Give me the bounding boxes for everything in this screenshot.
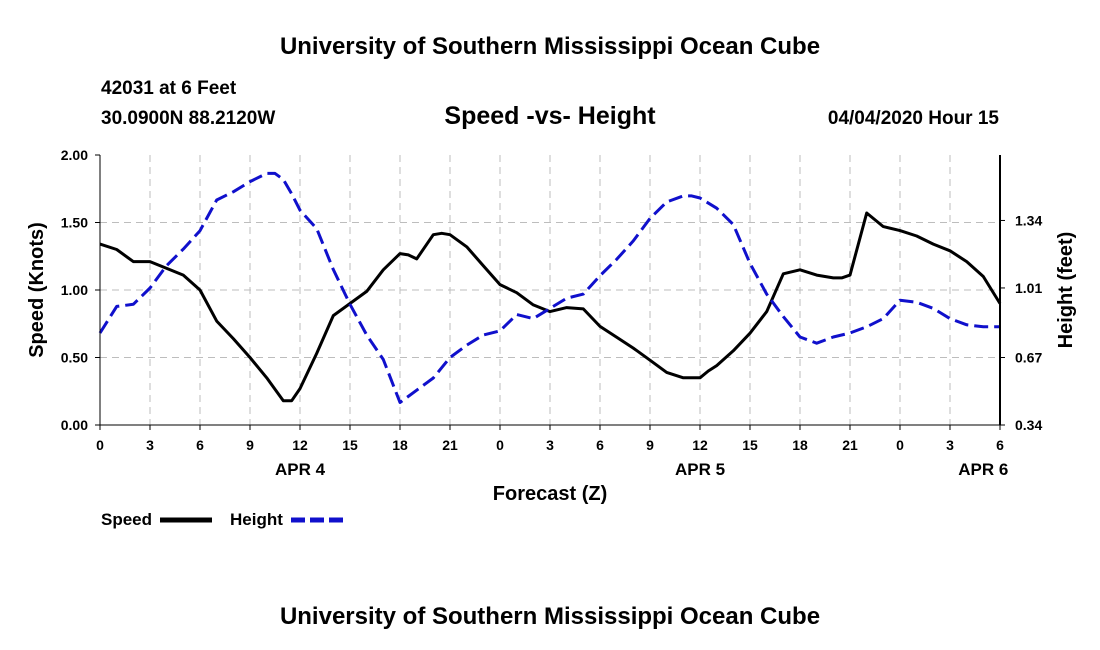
x-tick-label: 3 (546, 437, 554, 453)
y-tick-label-right: 1.34 (1015, 212, 1042, 228)
x-tick-label: 0 (496, 437, 504, 453)
y-tick-label-left: 0.00 (61, 417, 88, 433)
y-tick-label-left: 1.50 (61, 215, 88, 231)
series-lines (98, 171, 1002, 404)
y-axis-title-right: Height (feet) (1055, 232, 1077, 349)
x-tick-label: 3 (946, 437, 954, 453)
y-tick-label-right: 0.34 (1015, 417, 1042, 433)
legend-label-height: Height (230, 510, 283, 529)
coordinates-label: 30.0900N 88.2120W (101, 108, 275, 129)
x-tick-label: 18 (392, 437, 408, 453)
x-tick-label: 6 (196, 437, 204, 453)
x-tick-label: 21 (442, 437, 458, 453)
x-tick-label: 6 (596, 437, 604, 453)
date-label: 04/04/2020 Hour 15 (828, 108, 1000, 129)
y-axis-title-left: Speed (Knots) (26, 222, 48, 358)
x-tick-label: 18 (792, 437, 808, 453)
x-tick-label: 9 (646, 437, 654, 453)
x-axis-title: Forecast (Z) (493, 483, 607, 505)
grid-lines (100, 155, 1000, 425)
legend-label-speed: Speed (101, 510, 152, 529)
y-tick-label-left: 2.00 (61, 147, 88, 163)
x-tick-label: 15 (342, 437, 358, 453)
date-label: APR 6 (958, 460, 1008, 479)
y-tick-label-right: 0.67 (1015, 350, 1042, 366)
bottom-title: University of Southern Mississippi Ocean… (280, 603, 820, 630)
date-label: APR 4 (275, 460, 326, 479)
y-tick-labels-right: 0.34 0.67 1.01 1.34 (1015, 212, 1042, 433)
station-label: 42031 at 6 Feet (101, 78, 237, 99)
date-labels: APR 4 APR 5 APR 6 (275, 460, 1008, 479)
x-tick-labels: 0 3 6 9 12 15 18 21 0 3 6 9 12 15 18 21 0 3 6 (96, 437, 1004, 453)
legend: Speed Height (101, 510, 343, 529)
x-tick-label: 6 (996, 437, 1004, 453)
x-tick-label: 3 (146, 437, 154, 453)
y-tick-label-right: 1.01 (1015, 280, 1042, 296)
x-tick-label: 15 (742, 437, 758, 453)
x-tick-label: 0 (96, 437, 104, 453)
chart-title: Speed -vs- Height (444, 102, 656, 130)
series-line-speed (99, 211, 1002, 403)
series-line-height (98, 171, 1000, 404)
x-tick-label: 0 (896, 437, 904, 453)
x-tick-label: 12 (292, 437, 308, 453)
x-tick-label: 12 (692, 437, 708, 453)
y-tick-labels-left: 0.00 0.50 1.00 1.50 2.00 (61, 147, 88, 433)
x-tick-label: 9 (246, 437, 254, 453)
axes (95, 154, 1005, 430)
top-title: University of Southern Mississippi Ocean… (280, 33, 820, 60)
y-tick-label-left: 1.00 (61, 282, 88, 298)
x-tick-label: 21 (842, 437, 858, 453)
y-tick-label-left: 0.50 (61, 350, 88, 366)
date-label: APR 5 (675, 460, 725, 479)
